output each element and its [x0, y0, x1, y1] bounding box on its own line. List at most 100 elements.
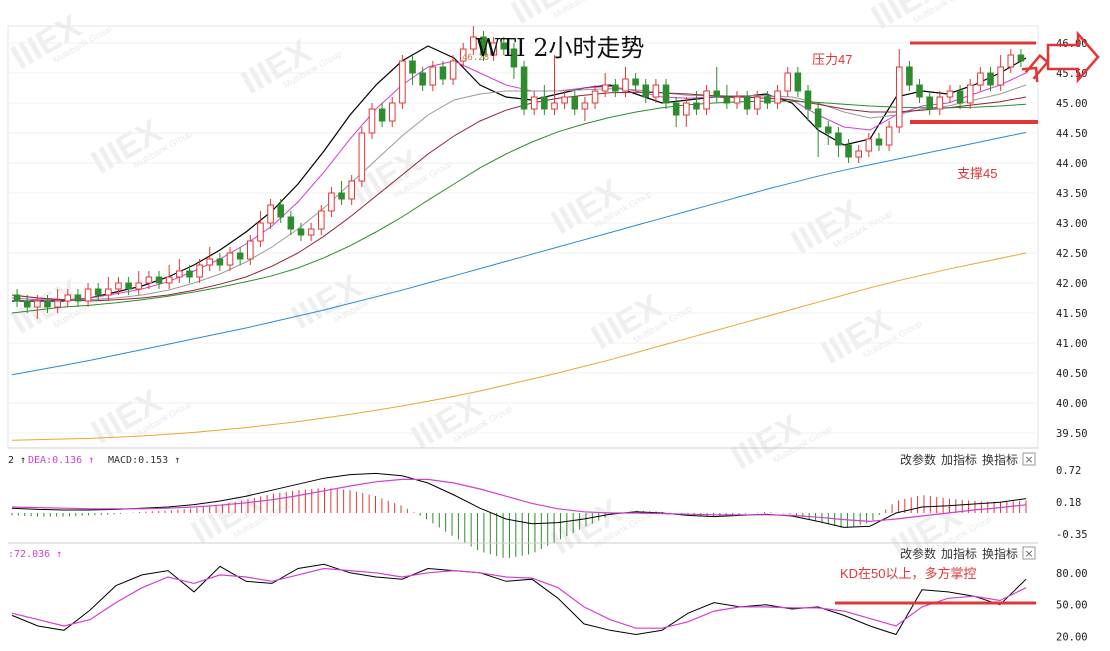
candlestick-series [13, 26, 1025, 319]
candle-body [54, 300, 61, 308]
candlestick [145, 271, 153, 289]
candlestick [125, 277, 132, 295]
kd-lines [11, 563, 1027, 636]
candle-body [977, 72, 984, 86]
price-tick-label: 42.50 [1056, 248, 1088, 260]
candle-body [135, 282, 143, 290]
candlestick [794, 67, 802, 97]
kd-y-axis: 80.00 50.00 20.00 [1056, 568, 1088, 644]
kd-change-params-button[interactable]: 改参数 [900, 546, 936, 561]
candle-body [652, 84, 660, 98]
candlestick [317, 205, 325, 235]
candlestick [743, 91, 751, 115]
candle-body [764, 96, 771, 104]
candle-body [946, 90, 954, 98]
candle-body [743, 96, 751, 110]
candle-body [44, 300, 51, 308]
candlestick [196, 259, 203, 283]
candle-body [470, 36, 477, 50]
candle-body [500, 42, 508, 50]
candlestick [64, 289, 72, 307]
candle-body [997, 66, 1004, 86]
candle-body [865, 138, 873, 152]
candlestick [936, 91, 944, 115]
candlestick [956, 85, 964, 109]
candlestick [44, 295, 51, 313]
macd-close-icon: × [1024, 453, 1033, 466]
candlestick [703, 85, 710, 115]
price-tick-label: 40.00 [1056, 398, 1088, 410]
candle-body [845, 144, 852, 158]
candlestick [257, 211, 264, 247]
candlestick [378, 103, 386, 127]
candlestick [541, 85, 548, 115]
kd-add-indicator-button[interactable]: 加指标 [941, 546, 977, 561]
candle-body [622, 78, 629, 92]
candle-body [226, 252, 234, 266]
candlestick [84, 283, 92, 307]
candle-body [754, 96, 761, 110]
macd-tick-label: 0.72 [1056, 465, 1081, 477]
price-tick-label: 42.00 [1056, 278, 1088, 290]
candlestick [895, 49, 903, 133]
candlestick [13, 289, 21, 307]
candle-body [277, 204, 284, 218]
candle-body [165, 276, 173, 284]
candle-body [571, 96, 579, 110]
candle-body [824, 126, 832, 134]
candlestick [977, 67, 984, 91]
candlestick [186, 265, 193, 283]
candle-body [541, 96, 548, 110]
candle-body [287, 216, 295, 230]
resistance-label: 压力47 [812, 52, 852, 67]
candlestick [500, 37, 508, 55]
macd-tick-label: 0.18 [1056, 497, 1081, 509]
candlestick [997, 55, 1004, 91]
candlestick [297, 223, 305, 241]
macd-add-indicator-button[interactable]: 加指标 [941, 452, 977, 467]
kd-close-button[interactable] [1022, 546, 1036, 560]
candle-body [338, 192, 345, 200]
candlestick [470, 26, 477, 55]
candle-body [13, 294, 21, 302]
candlestick [1017, 49, 1025, 67]
candlestick [480, 31, 487, 61]
candle-body [551, 102, 558, 110]
candlestick [419, 67, 426, 91]
candle-body [591, 90, 599, 104]
candle-body [257, 222, 264, 242]
candlestick [1007, 49, 1015, 73]
candlestick [713, 67, 721, 103]
macd-close-button[interactable] [1022, 452, 1036, 466]
candlestick [388, 97, 396, 127]
candlestick [510, 43, 518, 79]
candlestick [135, 271, 143, 295]
price-tick-label: 41.00 [1056, 338, 1088, 350]
candle-body [358, 132, 366, 182]
candlestick [409, 55, 416, 85]
price-tick-label: 44.50 [1056, 128, 1088, 140]
macd-dea-line [11, 478, 1027, 523]
macd-y-axis: 0.72 0.18 -0.35 [1056, 465, 1088, 541]
macd-swap-indicator-button[interactable]: 换指标 [982, 452, 1018, 467]
candlestick [764, 91, 771, 109]
candle-body [236, 252, 244, 260]
candle-body [145, 276, 153, 284]
candle-body [297, 228, 305, 236]
candlestick [348, 175, 355, 205]
candlestick [804, 85, 812, 121]
kd-swap-indicator-button[interactable]: 换指标 [982, 546, 1018, 561]
candle-body [409, 60, 416, 74]
candle-body [186, 270, 193, 278]
kd-tick-label: 50.00 [1056, 600, 1088, 612]
candle-body [388, 102, 396, 122]
price-y-axis: 46.0045.5045.0044.5044.0043.5043.0042.50… [1056, 38, 1088, 440]
macd-change-params-button[interactable]: 改参数 [900, 452, 936, 467]
kd-tick-label: 20.00 [1056, 632, 1088, 644]
candle-body [936, 96, 944, 110]
candlestick [632, 73, 639, 91]
